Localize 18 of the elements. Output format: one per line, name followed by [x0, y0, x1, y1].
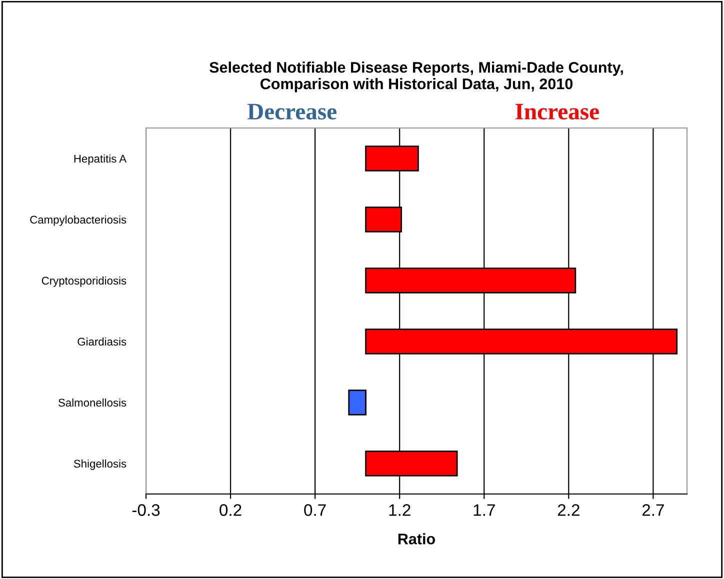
- bar: [348, 390, 366, 416]
- y-tick-label: Cryptosporidiosis: [42, 276, 126, 287]
- y-tick-label: Salmonellosis: [58, 398, 126, 407]
- y-tick-label: Giardiasis: [78, 337, 126, 346]
- y-tick-label: Shigellosis: [74, 459, 126, 470]
- chart-title: Selected Notifiable Disease Reports, Miami-Dade County, Comparison with Historical Data, Jun, 2010: [210, 62, 623, 92]
- text: Increase: [516, 104, 599, 120]
- x-axis-title: Ratio: [398, 533, 435, 544]
- y-tick-label: Campylobacteriosis: [30, 215, 126, 226]
- x-tick-label: 2.2: [558, 504, 580, 516]
- x-tick-label: 0.7: [304, 504, 326, 516]
- x-tick-label: 1.2: [389, 504, 410, 516]
- x-tick-label: 1.7: [474, 504, 495, 516]
- x-tick-label: -0.3: [132, 504, 160, 516]
- x-tick-label: 2.7: [642, 504, 664, 516]
- text: Decrease: [247, 104, 336, 120]
- x-tick-label: 0.2: [220, 504, 242, 516]
- y-tick-label: Hepatitis A: [74, 154, 127, 165]
